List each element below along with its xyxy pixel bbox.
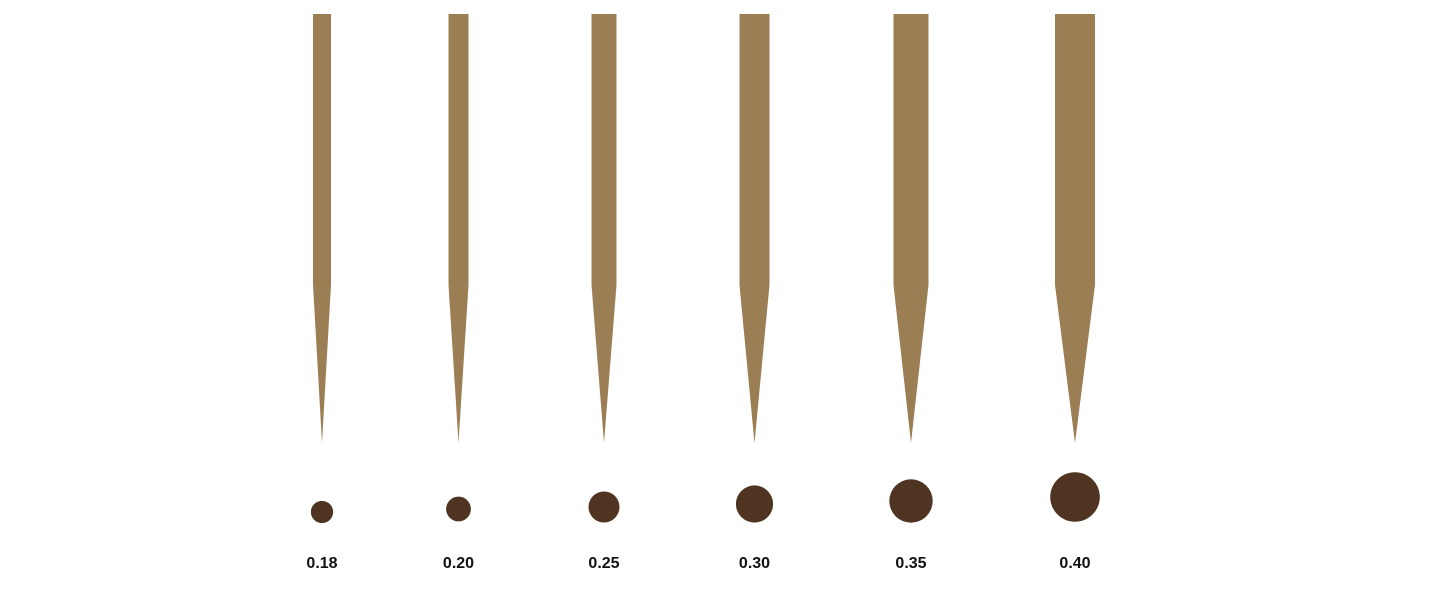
needle-0.35	[893, 14, 929, 443]
needle-0.18	[313, 14, 331, 443]
cross-section-dot-0.20	[446, 496, 471, 522]
size-label: 0.25	[588, 555, 620, 572]
needle-0.40	[1055, 14, 1095, 443]
size-label: 0.30	[738, 555, 771, 572]
needle-0.25	[591, 14, 617, 443]
needle-0.30	[739, 14, 770, 443]
cross-section-dot-0.40	[1050, 472, 1100, 522]
cross-section-dot-0.30	[735, 485, 774, 523]
cross-section-dot-0.35	[889, 479, 933, 523]
cross-section-dot-0.25	[588, 491, 620, 523]
cross-section-dot-0.18	[310, 500, 334, 524]
size-label: 0.20	[442, 555, 475, 572]
size-label: 0.18	[306, 555, 338, 572]
size-label: 0.35	[895, 555, 927, 572]
size-label: 0.40	[1059, 555, 1091, 572]
needle-0.20	[448, 14, 469, 443]
